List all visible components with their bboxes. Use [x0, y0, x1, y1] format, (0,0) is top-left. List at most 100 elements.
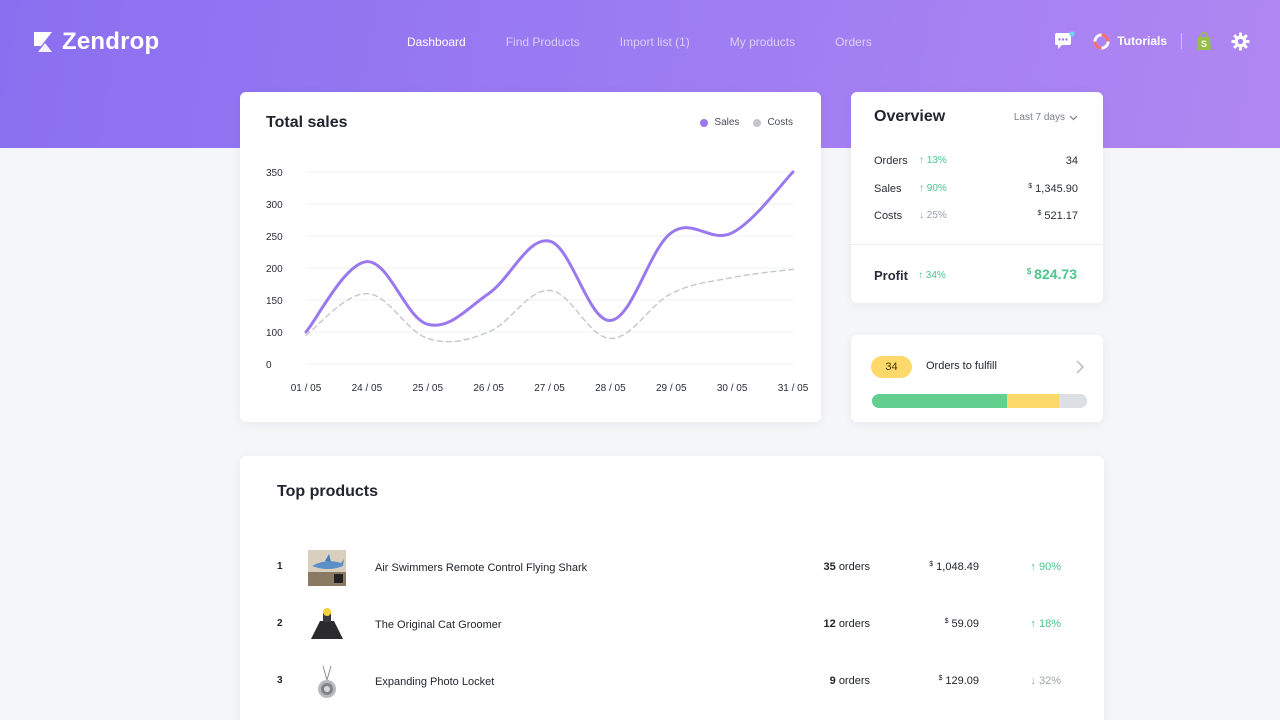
product-row[interactable]: 3 Expanding Photo Locket 9 orders $129.0… [240, 662, 1104, 702]
y-tick-label: 200 [266, 264, 283, 275]
total-sales-card: Total sales Sales Costs 350 300 250 200 150 1… [240, 92, 821, 422]
x-tick-label: 30 / 05 [717, 383, 748, 394]
orders-to-fulfill-card[interactable]: 34 Orders to fulfill [851, 335, 1103, 422]
fulfill-progress-bar [872, 394, 1087, 408]
lifebuoy-icon [1093, 32, 1110, 50]
product-change: ↑ 90% [1030, 561, 1061, 573]
currency-symbol: $ [944, 618, 949, 625]
product-name[interactable]: Expanding Photo Locket [375, 676, 495, 688]
product-name[interactable]: Air Swimmers Remote Control Flying Shark [375, 562, 588, 574]
nav-dashboard[interactable]: Dashboard [407, 35, 466, 49]
overview-change: ↓ 25% [919, 210, 947, 221]
product-orders-count: 12 [823, 618, 836, 630]
overview-row-orders: Orders ↑ 13% 34 [874, 155, 1078, 169]
x-tick-label: 28 / 05 [595, 383, 626, 394]
product-change: ↑ 18% [1030, 618, 1061, 630]
series-line-sales [304, 170, 795, 334]
overview-value-amount: 34 [1065, 155, 1078, 167]
header-divider [1181, 33, 1182, 49]
brand-logo[interactable]: Zendrop [32, 28, 159, 56]
x-tick-label: 31 / 05 [778, 383, 809, 394]
product-row[interactable]: 1 Air Swimmers Remote Control Flying Sha… [240, 548, 1104, 588]
y-tick-label: 250 [266, 232, 283, 243]
product-amount-value: 59.09 [951, 618, 979, 630]
chevron-down-icon [1069, 115, 1078, 120]
x-tick-label: 26 / 05 [473, 383, 504, 394]
product-orders-word: orders [838, 618, 870, 630]
header-actions: Tutorials S [1053, 31, 1250, 51]
overview-row-sales: Sales ↑ 90% $1,345.90 [874, 183, 1078, 197]
product-amount: $129.09 [938, 675, 979, 687]
photo-locket-thumbnail [308, 664, 346, 700]
x-tick-label: 24 / 05 [352, 383, 383, 394]
legend-item-costs: Costs [753, 117, 793, 128]
product-rank: 3 [277, 675, 283, 686]
cat-groomer-thumbnail [308, 607, 346, 643]
chat-bubble-icon[interactable] [1053, 31, 1075, 51]
product-orders: 9 orders [830, 675, 870, 687]
flying-shark-thumbnail [308, 550, 346, 586]
gear-icon[interactable] [1231, 31, 1250, 51]
overview-value-amount: 521.17 [1044, 210, 1078, 222]
overview-title: Overview [874, 108, 946, 125]
profit-change: ↑ 34% [918, 270, 946, 281]
overview-row-costs: Costs ↓ 25% $521.17 [874, 210, 1078, 224]
progress-segment [1059, 394, 1087, 408]
nav-find-products[interactable]: Find Products [505, 35, 580, 49]
main-nav: Dashboard Find Products Import list (1) … [407, 35, 872, 49]
currency-symbol: $ [1037, 210, 1042, 217]
product-row[interactable]: 2 The Original Cat Groomer 12 orders $59… [240, 605, 1104, 645]
x-tick-label: 01 / 05 [291, 383, 322, 394]
product-name[interactable]: The Original Cat Groomer [375, 619, 502, 631]
overview-card: Overview Last 7 days Orders ↑ 13% 34 Sal… [851, 92, 1103, 303]
profit-label: Profit [874, 268, 908, 283]
brand-name: Zendrop [62, 28, 160, 55]
product-amount: $59.09 [945, 618, 979, 630]
product-orders-count: 9 [829, 675, 836, 687]
product-amount-value: 1,048.49 [936, 561, 979, 573]
fulfill-label: Orders to fulfill [926, 360, 997, 372]
nav-orders[interactable]: Orders [835, 35, 872, 49]
overview-label: Orders [874, 155, 908, 167]
shopify-bag-icon[interactable]: S [1196, 31, 1212, 51]
legend-sales-label: Sales [714, 117, 740, 128]
overview-value: $521.17 [1037, 210, 1078, 222]
date-range-label: Last 7 days [1013, 112, 1065, 123]
tutorials-link[interactable]: Tutorials [1093, 32, 1167, 50]
overview-value-amount: 1,345.90 [1035, 183, 1078, 195]
overview-label: Sales [874, 183, 902, 195]
product-orders: 12 orders [824, 618, 871, 630]
date-range-select[interactable]: Last 7 days [1014, 112, 1078, 123]
series-line-costs [305, 268, 794, 343]
x-tick-label: 29 / 05 [656, 383, 687, 394]
product-rank: 1 [277, 561, 283, 572]
currency-symbol: $ [1028, 183, 1033, 190]
sales-card-title: Total sales [266, 114, 348, 131]
profit-value: $824.73 [1027, 266, 1077, 282]
product-orders-word: orders [838, 675, 870, 687]
overview-divider [851, 244, 1103, 245]
product-amount-value: 129.09 [945, 675, 979, 687]
fulfill-count-badge: 34 [871, 356, 912, 378]
overview-value: 34 [1066, 155, 1078, 167]
sales-line-chart: 350 300 250 200 150 100 0 01 / 05 24 / 05 25 / 05… [266, 168, 809, 394]
y-tick-label: 300 [266, 200, 283, 211]
profit-amount: 824.73 [1034, 266, 1077, 282]
x-tick-label: 27 / 05 [534, 383, 565, 394]
nav-import-list[interactable]: Import list (1) [619, 35, 690, 49]
nav-my-products[interactable]: My products [729, 35, 796, 49]
top-products-card: Top products 1 Air Swimmers Remote Contr… [240, 456, 1104, 720]
top-navigation-bar: Zendrop Dashboard Find Products Import l… [0, 0, 1280, 84]
zendrop-logo-icon [34, 32, 52, 52]
overview-label: Costs [874, 210, 903, 222]
y-tick-label: 150 [266, 296, 283, 307]
chart-legend: Sales Costs [700, 117, 793, 128]
progress-segment [872, 394, 1008, 408]
y-tick-label: 100 [266, 328, 283, 339]
overview-value: $1,345.90 [1028, 183, 1078, 195]
chevron-right-icon[interactable] [1075, 359, 1085, 375]
tutorials-label: Tutorials [1117, 34, 1167, 48]
y-tick-label: 0 [266, 360, 272, 371]
svg-text:S: S [1201, 39, 1207, 49]
legend-costs-dot [753, 118, 762, 127]
